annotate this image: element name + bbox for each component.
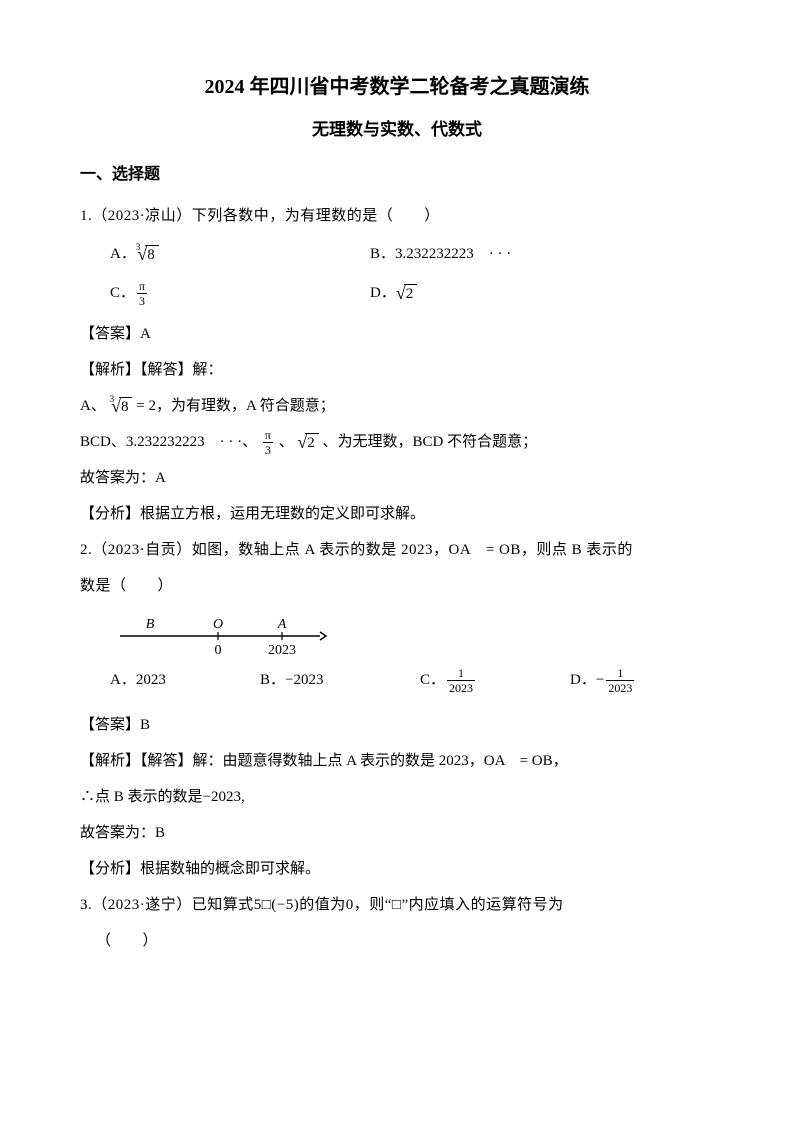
doc-title-main: 2024 年四川省中考数学二轮备考之真题演练: [80, 70, 714, 99]
fraction-icon: π 3: [263, 429, 273, 456]
q2-options: A． 2023 B． −2023 C． 1 2023 D． − 1 2023: [110, 664, 714, 697]
q1-optD-arg: 2: [404, 284, 418, 303]
q1-explBCD-mid: 、: [279, 434, 294, 450]
q1-answer: 【答案】A: [80, 316, 714, 352]
q2-optB-label: B．: [260, 664, 285, 697]
q1-optC-num: π: [137, 280, 147, 293]
point-O-label: O: [213, 617, 223, 632]
q1-option-a: A． 3 √ 8: [110, 238, 370, 271]
square-root-icon: √ 2: [297, 433, 318, 452]
q2-optD-den: 2023: [606, 680, 634, 694]
q2-optD-pre: −: [596, 664, 604, 697]
point-B-label: B: [146, 617, 155, 632]
section-1-heading: 一、选择题: [80, 160, 714, 184]
q1-optA-label: A．: [110, 238, 136, 271]
q1-optA-arg: 8: [145, 245, 159, 264]
arrow-icon: [320, 632, 326, 640]
fraction-icon: π 3: [137, 280, 147, 307]
q1-expl-lineBCD: BCD、3.232232223 · · ·、 π 3 、 √ 2 、为无理数，B…: [80, 424, 714, 460]
q2-option-c: C． 1 2023: [420, 664, 570, 697]
q2-answer: 【答案】B: [80, 707, 714, 743]
q2-option-a: A． 2023: [110, 664, 260, 697]
cube-root-icon: 3 √ 8: [136, 245, 159, 264]
q1-analysis: 【分析】根据立方根，运用无理数的定义即可求解。: [80, 496, 714, 532]
q1-options-row1: A． 3 √ 8 B． 3.232232223 · · ·: [110, 238, 714, 271]
q2-optD-num: 1: [615, 667, 625, 680]
q1-explA-pre: A、: [80, 398, 106, 414]
q1-stem: 1.（2023·凉山）下列各数中，为有理数的是（ ）: [80, 198, 714, 234]
q1-explBCD-den: 3: [263, 442, 273, 456]
fraction-icon: 1 2023: [447, 667, 475, 694]
q2-conclusion: 故答案为：B: [80, 815, 714, 851]
point-A-label: A: [277, 617, 287, 632]
number-line-figure: B O A 0 2023: [110, 608, 340, 658]
q2-expl: 【解析】【解答】解：由题意得数轴上点 A 表示的数是 2023，OA = OB，: [80, 743, 714, 779]
q1-optC-label: C．: [110, 277, 135, 310]
doc-title-sub: 无理数与实数、代数式: [80, 115, 714, 140]
q1-explBCD-num: π: [263, 429, 273, 442]
cube-root-icon: 3 √ 8: [110, 397, 133, 416]
q1-options-row2: C． π 3 D． √ 2: [110, 277, 714, 310]
fraction-icon: 1 2023: [606, 667, 634, 694]
q2-optC-label: C．: [420, 664, 445, 697]
q3-stem-l2: （ ）: [96, 923, 714, 959]
q2-stem-l2: 数是（ ）: [80, 568, 714, 604]
tick-label-2023: 2023: [268, 643, 296, 658]
q2-optD-label: D．: [570, 664, 596, 697]
q1-conclusion: 故答案为：A: [80, 460, 714, 496]
q1-option-c: C． π 3: [110, 277, 370, 310]
q1-optD-label: D．: [370, 277, 396, 310]
square-root-icon: √ 2: [396, 284, 417, 303]
q2-optA-label: A．: [110, 664, 136, 697]
q1-expl-head: 【解析】【解答】解：: [80, 352, 714, 388]
q1-option-b: B． 3.232232223 · · ·: [370, 238, 714, 271]
q1-option-d: D． √ 2: [370, 277, 714, 310]
q2-optC-num: 1: [456, 667, 466, 680]
q2-option-d: D． − 1 2023: [570, 664, 714, 697]
q2-optB-text: −2023: [285, 664, 323, 697]
q1-expl-lineA: A、 3 √ 8 = 2，为有理数，A 符合题意；: [80, 388, 714, 424]
q2-optA-text: 2023: [136, 664, 166, 697]
q1-explBCD-end: 、为无理数，BCD 不符合题意；: [323, 434, 538, 450]
q1-optB-text: 3.232232223 · · ·: [395, 238, 511, 271]
q1-explA-mid: = 2，为有理数，A 符合题意；: [136, 398, 334, 414]
q2-analysis: 【分析】根据数轴的概念即可求解。: [80, 851, 714, 887]
tick-label-0: 0: [215, 643, 222, 658]
q1-explBCD-sqrt: 2: [305, 433, 319, 452]
q2-expl2: ∴点 B 表示的数是−2023,: [80, 779, 714, 815]
q1-optB-label: B．: [370, 238, 395, 271]
q1-explBCD-pre: BCD、3.232232223 · · ·、: [80, 434, 257, 450]
q3-stem-l1: 3.（2023·遂宁）已知算式5□(−5)的值为0，则“□”内应填入的运算符号为: [80, 887, 714, 923]
q2-stem-l1: 2.（2023·自贡）如图，数轴上点 A 表示的数是 2023，OA = OB，…: [80, 532, 714, 568]
q1-explA-arg: 8: [119, 397, 133, 416]
q2-option-b: B． −2023: [260, 664, 420, 697]
q1-optC-den: 3: [137, 293, 147, 307]
q2-optC-den: 2023: [447, 680, 475, 694]
